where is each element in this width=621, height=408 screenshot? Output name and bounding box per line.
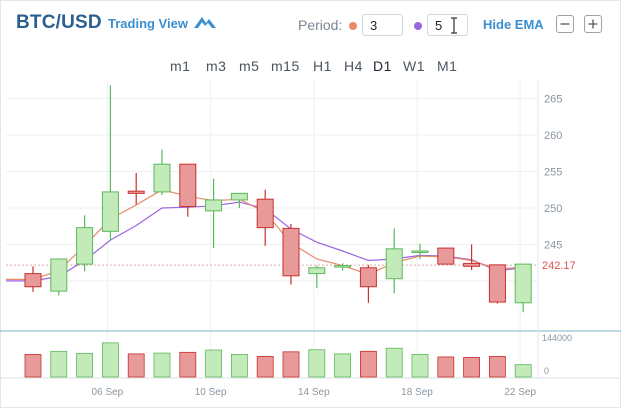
ema-slow-period-input[interactable]: [427, 14, 468, 36]
header: BTC/USD Trading View Period: Hide EMA: [0, 0, 621, 48]
ema-fast-color-dot: [349, 22, 357, 30]
timeframe-m15[interactable]: m15: [271, 58, 300, 74]
timeframe-d1[interactable]: D1: [373, 58, 392, 74]
zoom-in-button[interactable]: [584, 15, 602, 33]
timeframe-h1[interactable]: H1: [313, 58, 332, 74]
ema-fast-period-input[interactable]: [362, 14, 403, 36]
hide-ema-button[interactable]: Hide EMA: [483, 17, 544, 32]
timeframe-m5[interactable]: m5: [239, 58, 260, 74]
timeframe-m1[interactable]: M1: [437, 58, 458, 74]
trading-view-logo-icon[interactable]: [193, 14, 217, 30]
ema-slow-color-dot: [414, 22, 422, 30]
timeframe-w1[interactable]: W1: [403, 58, 425, 74]
period-label: Period:: [298, 17, 343, 33]
zoom-out-button[interactable]: [556, 15, 574, 33]
timeframe-h4[interactable]: H4: [344, 58, 363, 74]
minus-icon: [560, 23, 570, 25]
pair-title: BTC/USD: [16, 12, 102, 33]
plus-icon: [588, 19, 598, 29]
timeframe-m1[interactable]: m1: [170, 58, 191, 74]
trading-view-link[interactable]: Trading View: [108, 16, 188, 31]
timeframe-m3[interactable]: m3: [206, 58, 227, 74]
text-cursor-icon: [451, 17, 457, 34]
